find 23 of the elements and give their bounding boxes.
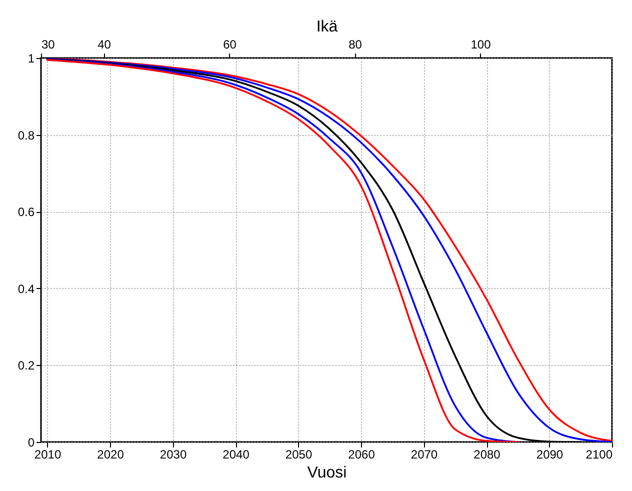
x-tick-label: 2060 [348, 448, 376, 462]
y-tick-label: 0.6 [18, 205, 35, 220]
x-tick-label: 2100 [586, 448, 613, 462]
x2-tick-label: 60 [223, 38, 237, 52]
y-tick-label: 0.2 [18, 358, 35, 373]
y-tick-label: 0.8 [18, 128, 35, 142]
x-tick-label: 2020 [97, 448, 124, 462]
x2-tick-label: 40 [98, 38, 112, 52]
y-tick-label: 1 [28, 52, 35, 66]
x-tick-label: 2050 [285, 448, 312, 462]
x-tick-label: 2030 [160, 448, 187, 462]
x2-tick-label: 80 [348, 38, 362, 52]
x-tick-label: 2090 [536, 448, 564, 462]
x-tick-label: 2010 [34, 448, 62, 462]
y-tick-label: 0.4 [18, 282, 35, 296]
x-axis-title: Vuosi [307, 464, 347, 482]
x2-axis-title: Ikä [316, 18, 338, 36]
x-tick-label: 2040 [222, 448, 250, 462]
x2-tick-label: 30 [42, 38, 56, 52]
x-tick-label: 2070 [410, 448, 438, 462]
y-tick-label: 0 [28, 436, 35, 450]
x2-tick-label: 100 [470, 38, 492, 52]
x-tick-label: 2080 [474, 448, 501, 462]
